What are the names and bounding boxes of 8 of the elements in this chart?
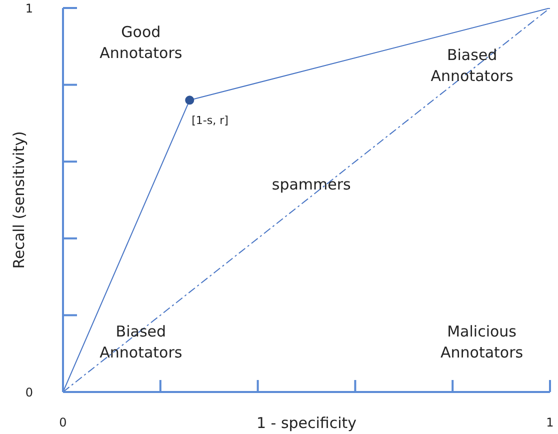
data-label: [1-s, r] bbox=[192, 114, 228, 128]
y-axis-title: Recall (sensitivity) bbox=[10, 131, 28, 269]
annotation: Biased Annotators bbox=[430, 46, 514, 86]
annotation: Biased Annotators bbox=[100, 322, 182, 362]
annotation: Malicious Annotators bbox=[440, 322, 524, 362]
annotation: Good Annotators bbox=[100, 23, 182, 62]
x-axis-title: 1 - specificity bbox=[256, 414, 357, 432]
annotation: spammers bbox=[272, 176, 352, 194]
